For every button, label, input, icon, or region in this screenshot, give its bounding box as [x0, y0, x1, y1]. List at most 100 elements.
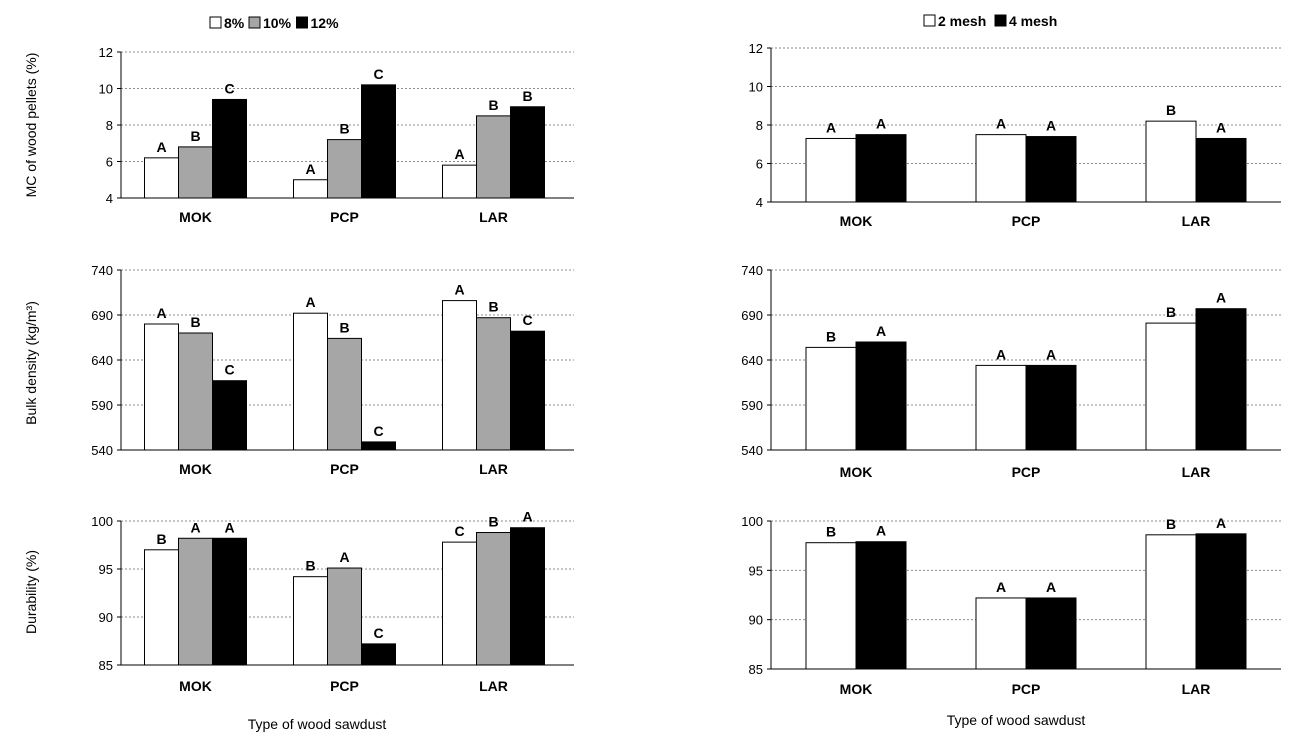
significance-label: A: [876, 116, 886, 132]
significance-label: A: [305, 294, 315, 310]
y-tick-label: 4: [756, 195, 763, 210]
significance-label: B: [305, 558, 315, 574]
significance-label: A: [522, 509, 532, 525]
y-tick-label: 85: [99, 658, 113, 673]
xlabel-right: Type of wood sawdust: [947, 712, 1086, 728]
category-label: LAR: [1182, 681, 1211, 697]
bar-mok-2: [855, 541, 907, 670]
bar-pcp-3: [361, 643, 396, 666]
significance-label: A: [1216, 515, 1226, 531]
significance-label: A: [156, 139, 166, 155]
bar-pcp-2: [327, 567, 362, 666]
significance-label: A: [224, 519, 234, 535]
significance-label: A: [826, 119, 836, 135]
significance-label: A: [1046, 346, 1056, 362]
legend-label: 10%: [263, 15, 292, 31]
bar-pcp-3: [361, 441, 396, 451]
category-label: MOK: [840, 464, 873, 480]
y-tick-label: 95: [99, 562, 113, 577]
y-tick-label: 640: [741, 353, 763, 368]
bar-lar-1: [442, 164, 477, 199]
legend-swatch: [209, 16, 222, 29]
bar-pcp-2: [1025, 136, 1077, 203]
bar-pcp-1: [975, 364, 1027, 451]
bar-lar-2: [1195, 308, 1247, 451]
category-label: LAR: [479, 678, 508, 694]
y-tick-label: 540: [91, 443, 113, 458]
bar-lar-3: [510, 330, 545, 451]
bar-pcp-1: [975, 134, 1027, 203]
bar-lar-1: [1145, 322, 1197, 451]
bar-pcp-2: [1025, 597, 1077, 670]
bar-mok-1: [805, 137, 857, 203]
panel-bulk-density-left: 540 590 640 690 740 A B C MOK A B C PCP A B C LAR: [91, 263, 574, 477]
legend-label: 4 mesh: [1009, 13, 1057, 29]
significance-label: A: [190, 519, 200, 535]
bar-pcp-2: [327, 337, 362, 451]
bar-mok-2: [178, 537, 213, 666]
legend-swatch: [994, 14, 1007, 27]
significance-label: B: [1166, 102, 1176, 118]
significance-label: B: [488, 97, 498, 113]
category-label: LAR: [479, 209, 508, 225]
bar-lar-2: [476, 317, 511, 451]
significance-label: B: [339, 319, 349, 335]
panel-moisture-right: 4 6 8 10 12 A A MOK A A PCP B A LAR: [749, 41, 1281, 229]
y-tick-label: 590: [91, 398, 113, 413]
bar-mok-3: [212, 537, 247, 666]
legend-swatch: [248, 16, 261, 29]
category-label: MOK: [179, 209, 212, 225]
bar-lar-2: [476, 115, 511, 199]
significance-label: A: [1046, 118, 1056, 134]
y-tick-label: 12: [749, 41, 763, 56]
panel-bulk-density-right: 540 590 640 690 740 B A MOK A A PCP B A LAR: [741, 263, 1281, 480]
legend-label: 8%: [224, 15, 245, 31]
y-tick-label: 740: [741, 263, 763, 278]
bar-pcp-2: [1025, 364, 1077, 451]
significance-label: A: [996, 579, 1006, 595]
bar-mok-1: [144, 549, 179, 666]
y-tick-label: 590: [741, 398, 763, 413]
y-tick-label: 6: [756, 157, 763, 172]
significance-label: A: [454, 146, 464, 162]
bar-mok-1: [805, 346, 857, 451]
category-label: MOK: [179, 678, 212, 694]
category-label: PCP: [330, 461, 359, 477]
significance-label: C: [373, 423, 383, 439]
bar-pcp-2: [327, 139, 362, 199]
xlabel-left: Type of wood sawdust: [248, 716, 387, 732]
bar-mok-3: [212, 380, 247, 451]
significance-label: C: [373, 625, 383, 641]
category-label: LAR: [479, 461, 508, 477]
bar-lar-3: [510, 527, 545, 666]
category-label: MOK: [840, 213, 873, 229]
panel-moisture-left: 4 6 8 10 12 A B C MOK A B C PCP A B B LAR: [99, 45, 574, 225]
legend-left: 8% 10% 12%: [209, 15, 339, 31]
y-tick-label: 4: [106, 191, 113, 206]
significance-label: B: [156, 531, 166, 547]
y-tick-label: 640: [91, 353, 113, 368]
bar-mok-2: [178, 332, 213, 451]
bar-pcp-3: [361, 84, 396, 199]
y-tick-label: 6: [106, 155, 113, 170]
significance-label: A: [996, 346, 1006, 362]
category-label: PCP: [1012, 464, 1041, 480]
bar-mok-2: [855, 134, 907, 203]
bar-pcp-1: [293, 312, 328, 451]
y-tick-label: 690: [91, 308, 113, 323]
category-label: PCP: [330, 678, 359, 694]
bar-lar-2: [1195, 137, 1247, 203]
legend-right: 2 mesh 4 mesh: [923, 13, 1057, 29]
significance-label: B: [826, 328, 836, 344]
significance-label: B: [190, 128, 200, 144]
ylabel-durability: Durability (%): [23, 550, 39, 634]
significance-label: A: [1046, 579, 1056, 595]
category-label: PCP: [1012, 213, 1041, 229]
category-label: LAR: [1182, 213, 1211, 229]
significance-label: B: [190, 314, 200, 330]
legend-swatch: [296, 16, 308, 29]
bar-mok-2: [855, 341, 907, 451]
category-label: PCP: [1012, 681, 1041, 697]
significance-label: C: [522, 312, 532, 328]
